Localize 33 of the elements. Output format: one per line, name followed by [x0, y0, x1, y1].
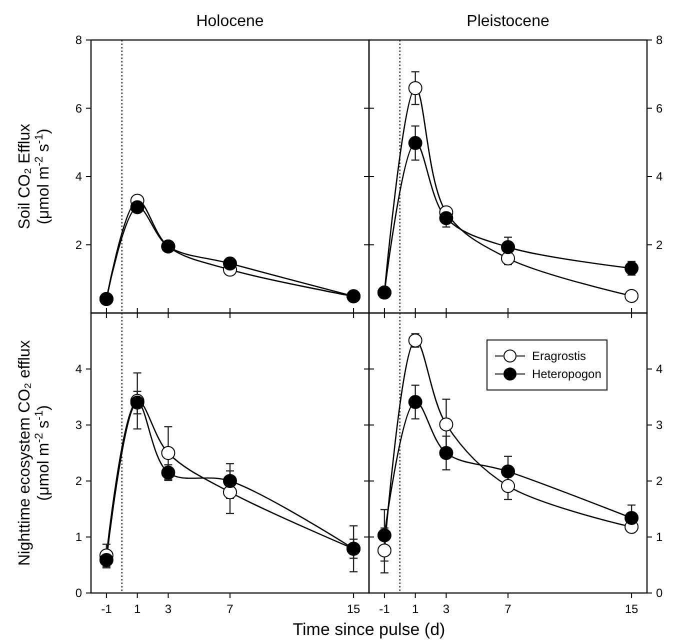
y-tick-label: 3 [656, 418, 663, 432]
x-tick-label: 1 [134, 602, 141, 616]
x-tick-label: 7 [226, 602, 234, 616]
x-tick-label: 3 [164, 602, 172, 616]
y-tick-label: 1 [75, 530, 82, 544]
x-axis-title: Time since pulse (d) [292, 620, 446, 639]
y-tick-label: 2 [75, 238, 82, 252]
y-tick-label: 0 [656, 586, 663, 600]
y-tick-label: 8 [75, 33, 82, 47]
y-tick-label: 4 [656, 362, 663, 376]
legend-label: Heteropogon [532, 367, 602, 381]
y-tick-label: 6 [75, 101, 82, 116]
y-tick-label: 4 [75, 170, 82, 184]
y-tick-label: 2 [75, 474, 82, 488]
y-tick-label: 6 [656, 101, 663, 116]
legend-label: Eragrostis [532, 349, 586, 363]
chart-title: Pleistocene [466, 13, 550, 30]
chart-title: Holocene [196, 13, 264, 30]
y-tick-label: 2 [656, 238, 663, 252]
x-tick-label: 7 [504, 602, 512, 616]
x-tick-label: -1 [379, 602, 390, 616]
y-tick-label: 0 [75, 586, 82, 600]
x-tick-label: 15 [346, 602, 361, 616]
x-tick-label: 1 [412, 602, 419, 616]
y-tick-label: 3 [75, 418, 82, 432]
x-tick-label: -1 [101, 602, 112, 616]
y-tick-label: 4 [656, 170, 663, 184]
y-tick-label: 2 [656, 474, 663, 488]
y-tick-label: 8 [656, 33, 663, 47]
y-tick-label: 1 [656, 530, 663, 544]
y-tick-label: 4 [75, 362, 82, 376]
x-tick-label: 3 [442, 602, 450, 616]
x-tick-label: 15 [624, 602, 639, 616]
